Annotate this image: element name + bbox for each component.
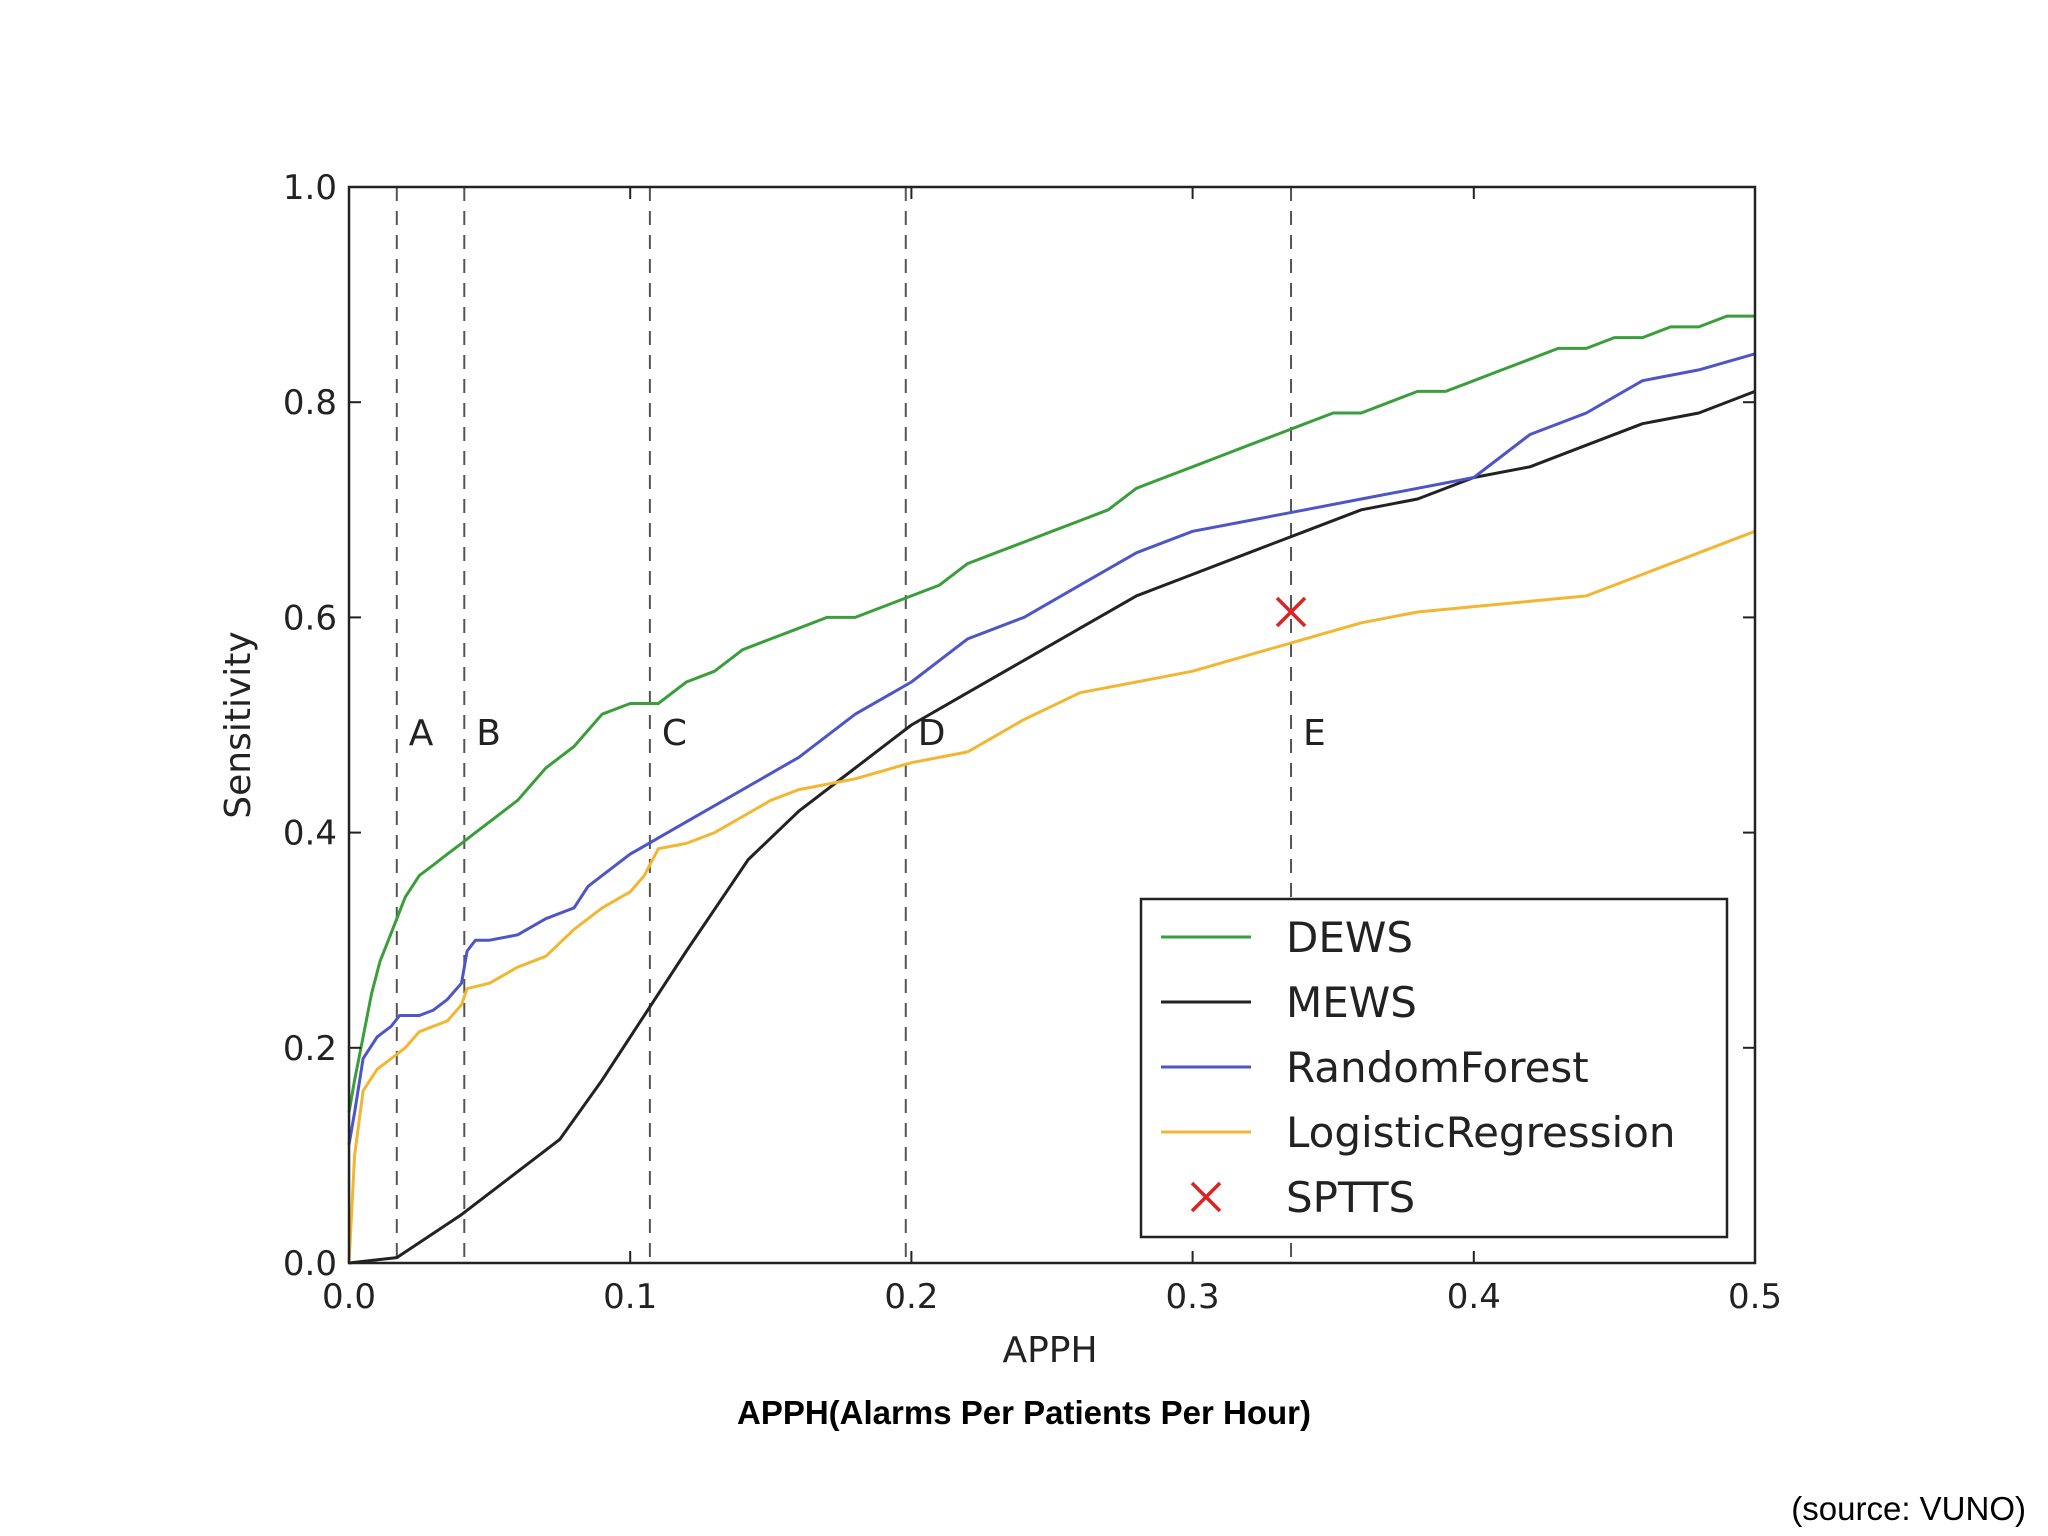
series-line-dews <box>347 314 1755 1113</box>
threshold-label-e: E <box>1303 713 1326 754</box>
x-axis-label: APPH <box>1002 1330 1097 1371</box>
y-tick-label: 1.0 <box>283 168 337 208</box>
legend-entry: SPTTS <box>1190 1173 1415 1222</box>
x-tick-label: 0.0 <box>322 1277 376 1317</box>
plot-frame <box>347 185 1757 1265</box>
source-note: (source: VUNO) <box>1791 1490 2026 1527</box>
y-tick-label: 0.6 <box>283 598 337 638</box>
x-tick-label: 0.5 <box>1728 1277 1782 1317</box>
legend-swatch <box>1190 1181 1222 1213</box>
y-tick-label: 0.4 <box>283 814 337 854</box>
legend-label: DEWS <box>1286 913 1413 962</box>
legend-entry: LogisticRegression <box>1161 1108 1676 1157</box>
legend-label: LogisticRegression <box>1286 1108 1676 1157</box>
legend-label: RandomForest <box>1286 1043 1589 1092</box>
figure-caption: APPH(Alarms Per Patients Per Hour) <box>736 1394 1311 1431</box>
y-axis-label: Sensitivity <box>218 631 259 818</box>
x-tick-label: 0.4 <box>1447 1277 1501 1317</box>
x-tick-label: 0.1 <box>603 1277 657 1317</box>
y-tick-label: 0.2 <box>283 1029 337 1069</box>
legend-label: SPTTS <box>1286 1173 1415 1222</box>
threshold-label-b: B <box>476 713 501 754</box>
x-tick-label: 0.3 <box>1166 1277 1220 1317</box>
series-line-logisticregression <box>347 529 1756 1264</box>
threshold-label-c: C <box>662 713 687 754</box>
markers <box>1275 596 1307 628</box>
series-lines <box>347 314 1756 1265</box>
legend-entry: RandomForest <box>1161 1043 1589 1092</box>
series-line-mews <box>348 389 1756 1265</box>
y-tick-label: 0.8 <box>283 383 337 423</box>
axis-ticks: 0.0 0.1 0.2 0.3 0.4 0.5 0.0 0.2 0.4 0.6 0.8 1.0 <box>283 168 1782 1317</box>
y-tick-label: 0.0 <box>283 1244 337 1284</box>
legend-entry: DEWS <box>1161 913 1413 962</box>
legend: DEWS MEWS RandomForest LogisticRegression SP… <box>1139 897 1729 1239</box>
series-line-randomforest <box>347 352 1756 1145</box>
marker-sptts <box>1275 596 1307 628</box>
threshold-label-a: A <box>409 713 434 754</box>
legend-label: MEWS <box>1286 978 1417 1027</box>
legend-entry: MEWS <box>1161 978 1417 1027</box>
x-tick-label: 0.2 <box>884 1277 938 1317</box>
